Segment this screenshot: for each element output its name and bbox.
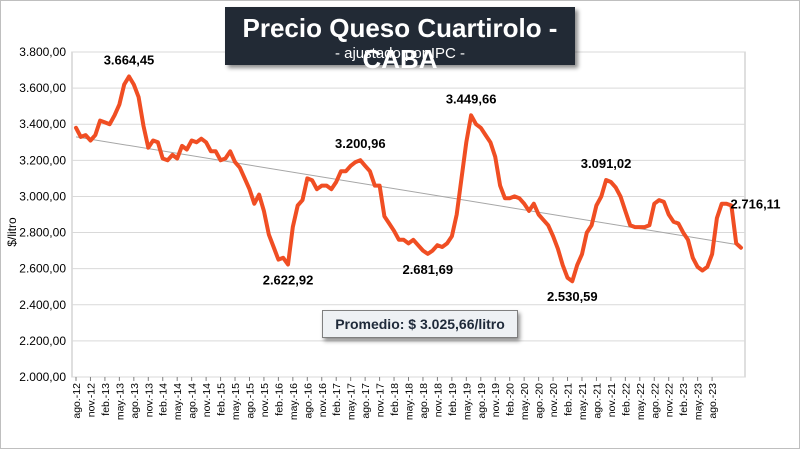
x-tick-label: ago.-15 [244,383,256,419]
x-tick-label: feb.-21 [563,383,575,416]
y-tick-label: 3.200,00 [19,153,66,167]
x-tick-label: ago.-20 [534,383,546,419]
x-tick-label: nov.-20 [548,383,560,417]
x-tick-label: ago.-22 [649,383,661,419]
x-tick-label: may.-23 [693,383,705,420]
x-tick-label: nov.-13 [143,383,155,417]
x-tick-label: may.-13 [114,383,126,420]
y-tick-label: 2.800,00 [19,226,66,240]
x-tick-label: nov.-18 [432,383,444,417]
x-tick-label: feb.-22 [620,383,632,416]
x-tick-label: ago.-17 [360,383,372,419]
x-tick-label: ago.-21 [591,383,603,419]
x-tick-label: nov.-12 [85,383,97,417]
x-tick-label: may.-22 [635,383,647,420]
x-tick-label: feb.-13 [100,383,112,416]
x-tick-label: may.-14 [172,383,184,420]
chart-title: Precio Queso Cuartirolo - CABA [242,13,558,74]
x-tick-label: nov.-17 [375,383,387,417]
data-label: 3.091,02 [581,156,632,171]
x-tick-label: feb.-16 [273,383,285,416]
data-label: 2.681,69 [402,262,453,277]
x-tick-label: nov.-19 [490,383,502,417]
x-tick-label: ago.-12 [71,383,83,419]
x-tick-label: ago.-16 [302,383,314,419]
x-tick-label: feb.-20 [505,383,517,416]
x-tick-label: may.-20 [519,383,531,420]
x-tick-label: nov.-16 [317,383,329,417]
x-tick-label: ago.-18 [418,383,430,419]
y-tick-label: 3.400,00 [19,117,66,131]
x-tick-label: feb.-17 [331,383,343,416]
x-tick-label: ago.-13 [129,383,141,419]
x-tick-label: nov.-15 [259,383,271,417]
data-label: 2.530,59 [547,289,598,304]
x-tick-label: feb.-14 [158,383,170,416]
x-tick-label: nov.-14 [201,383,213,417]
y-tick-label: 3.800,00 [19,45,66,59]
y-axis-label: $/litro [5,217,19,247]
x-tick-label: may.-15 [230,383,242,420]
data-label: 2.622,92 [263,273,314,288]
y-tick-label: 2.200,00 [19,334,66,348]
average-label: Promedio: $ 3.025,66/litro [322,310,518,338]
x-tick-label: may.-17 [346,383,358,420]
x-tick-label: feb.-19 [447,383,459,416]
y-tick-label: 2.600,00 [19,262,66,276]
data-label: 3.449,66 [446,91,497,106]
x-tick-label: may.-18 [404,383,416,420]
x-tick-label: ago.-19 [476,383,488,419]
x-tick-label: ago.-14 [187,383,199,419]
x-tick-label: feb.-15 [216,383,228,416]
x-tick-label: may.-21 [577,383,589,420]
title-box: Precio Queso Cuartirolo - CABA - ajustad… [225,7,575,74]
data-label: 3.664,45 [104,52,155,67]
chart-subtitle: - ajustado por IPC - [334,45,466,62]
x-tick-label: nov.-22 [664,383,676,417]
x-tick-label: nov.-21 [606,383,618,417]
y-tick-label: 2.000,00 [19,370,66,384]
series-line [74,74,743,284]
x-tick-label: may.-16 [288,383,300,420]
x-tick-label: feb.-18 [389,383,401,416]
x-tick-label: may.-19 [461,383,473,420]
data-label: 2.716,11 [731,197,781,212]
data-label: 3.200,96 [335,136,386,151]
x-tick-label: ago.-23 [707,383,719,419]
y-tick-label: 3.000,00 [19,189,66,203]
y-tick-label: 2.400,00 [19,298,66,312]
y-tick-label: 3.600,00 [19,81,66,95]
x-tick-label: feb.-23 [678,383,690,416]
